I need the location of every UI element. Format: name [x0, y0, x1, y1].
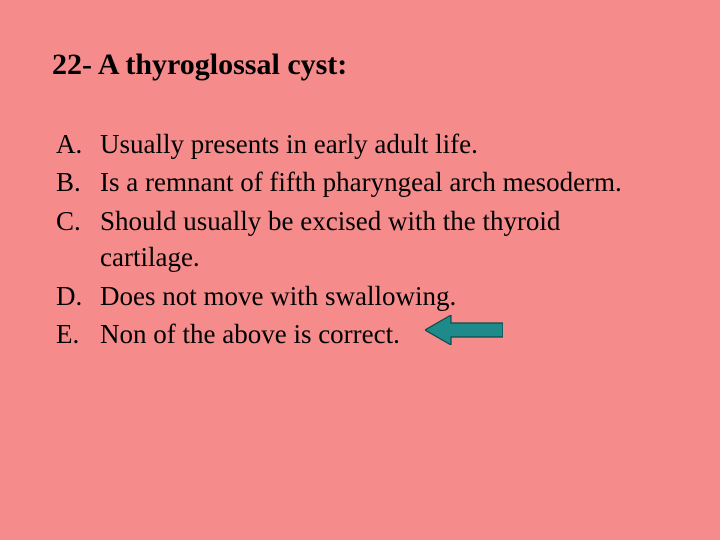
option-c: C. Should usually be excised with the th…: [52, 203, 668, 276]
options-list: A. Usually presents in early adult life.…: [52, 126, 668, 357]
option-text: Does not move with swallowing.: [100, 278, 668, 314]
option-text: Usually presents in early adult life.: [100, 126, 668, 162]
option-letter: E.: [52, 316, 100, 352]
option-letter: A.: [52, 126, 100, 162]
option-a: A. Usually presents in early adult life.: [52, 126, 668, 162]
option-text: Non of the above is correct.: [100, 316, 668, 357]
option-e: E. Non of the above is correct.: [52, 316, 668, 357]
option-letter: C.: [52, 203, 100, 239]
question-title: 22- A thyroglossal cyst:: [52, 48, 668, 82]
option-text: Is a remnant of fifth pharyngeal arch me…: [100, 164, 668, 200]
option-letter: D.: [52, 278, 100, 314]
arrow-shape: [425, 315, 503, 345]
option-text: Should usually be excised with the thyro…: [100, 203, 668, 276]
option-b: B. Is a remnant of fifth pharyngeal arch…: [52, 164, 668, 200]
option-d: D. Does not move with swallowing.: [52, 278, 668, 314]
answer-arrow-icon: [425, 315, 503, 354]
option-letter: B.: [52, 164, 100, 200]
